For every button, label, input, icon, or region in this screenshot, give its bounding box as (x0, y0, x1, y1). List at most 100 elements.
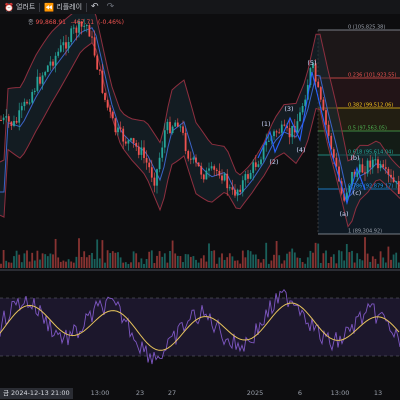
candle-body (98, 69, 101, 71)
candle-body (252, 162, 255, 173)
candle-body (273, 131, 275, 137)
candle-body (20, 106, 23, 111)
volume-bar (247, 250, 249, 268)
replay-button[interactable]: ⏪ 리플레이 (40, 0, 86, 14)
volume-bar (117, 252, 119, 268)
candle-body (301, 105, 304, 113)
volume-bar (119, 257, 122, 268)
volume-bar (327, 263, 330, 268)
volume-bar (124, 262, 127, 268)
alarm-clock-icon: ⏰ (4, 2, 14, 12)
x-tick-label: 23 (135, 389, 145, 397)
candle-body (319, 87, 322, 100)
candle-body (54, 55, 57, 66)
fib-level-label: 0.618 (95,614.04) (348, 150, 393, 156)
alert-button[interactable]: ⏰ 얼러트 (0, 0, 39, 14)
volume-bar (135, 253, 138, 268)
volume-bar (145, 259, 148, 268)
volume-bar (20, 262, 23, 268)
volume-bar (5, 260, 8, 268)
x-tick-label: 13:00 (90, 389, 110, 397)
candle-body (296, 121, 299, 133)
volume-bar (137, 262, 140, 268)
candle-body (65, 42, 67, 49)
volume-bar (262, 259, 265, 268)
volume-bar (221, 253, 223, 268)
candle-body (241, 180, 244, 193)
candle-body (257, 164, 260, 167)
x-tick-label: 2025 (246, 389, 264, 397)
candle-body (312, 63, 314, 69)
candle-body (202, 174, 205, 180)
volume-bar (260, 262, 262, 268)
volume-bar (239, 263, 242, 268)
candle-body (332, 149, 335, 158)
volume-bar (374, 258, 377, 268)
volume-bar (223, 259, 226, 268)
candle-body (392, 177, 395, 183)
candle-body (122, 128, 125, 142)
candle-body (158, 157, 161, 170)
undo-button[interactable]: ↶ (87, 0, 103, 14)
candle-body (169, 121, 171, 134)
volume-bar (2, 250, 5, 268)
candle-body (135, 142, 138, 147)
volume-bar (88, 255, 91, 268)
volume-bar (83, 251, 86, 268)
candle-body (364, 172, 366, 174)
volume-bar (106, 250, 109, 268)
price-chart-pane[interactable]: (1)(2)(3)(4)(5)(a)(b)(c) 0 (105,825.38)0… (0, 14, 400, 400)
redo-button[interactable]: ↷ (103, 0, 119, 14)
volume-bar (286, 253, 288, 268)
volume-bar (49, 253, 52, 268)
candle-body (176, 122, 179, 127)
candle-body (140, 147, 143, 155)
candle-body (119, 127, 122, 129)
volume-bar (13, 256, 15, 268)
candle-body (299, 112, 301, 122)
candle-body (228, 187, 231, 189)
volume-bar (148, 251, 151, 268)
candle-body (161, 147, 164, 158)
volume-bar (75, 256, 78, 268)
volume-bar (52, 254, 54, 268)
volume-bar (338, 250, 340, 268)
volume-bar (371, 256, 374, 268)
elliott-wave-drawing[interactable]: (1) (2) (3) (4) (5) (a) (b) (c) (257, 59, 366, 218)
cursor-date-label: 금 2024-12-13 21:00 (0, 388, 73, 399)
candle-body (390, 174, 392, 178)
volume-bar (358, 259, 361, 268)
volume-bar (215, 263, 218, 268)
candle-body (210, 166, 213, 169)
volume-bar (98, 258, 101, 268)
time-axis[interactable] (0, 384, 400, 400)
volume-bar (54, 238, 57, 268)
candle-body (197, 162, 200, 167)
volume-bar (288, 251, 291, 268)
candle-body (166, 121, 169, 131)
volume-bar (70, 261, 73, 268)
x-tick-label: 27 (167, 389, 177, 397)
volume-bar (226, 257, 229, 268)
rsi-band (0, 298, 400, 356)
volume-bar (270, 260, 273, 268)
candle-body (163, 130, 166, 148)
candle-body (174, 122, 177, 127)
x-tick-label: 13:00 (330, 389, 350, 397)
volume-bar (28, 261, 31, 268)
elliott-wave-label: (1) (261, 120, 270, 128)
volume-bar (109, 252, 112, 268)
volume-bar (59, 261, 62, 268)
fib-level-label: 0.382 (99,512.06) (348, 103, 393, 109)
readout-change: -467.71 (71, 19, 94, 26)
replay-icon: ⏪ (44, 2, 55, 12)
candle-body (348, 185, 351, 193)
candle-body (314, 63, 317, 82)
candle-body (195, 157, 197, 163)
volume-bar (153, 263, 156, 268)
volume-bar (343, 260, 346, 268)
candle-body (5, 116, 8, 118)
elliott-wave-label: (3) (284, 105, 293, 113)
candle-body (145, 157, 148, 163)
candle-body (325, 110, 327, 125)
